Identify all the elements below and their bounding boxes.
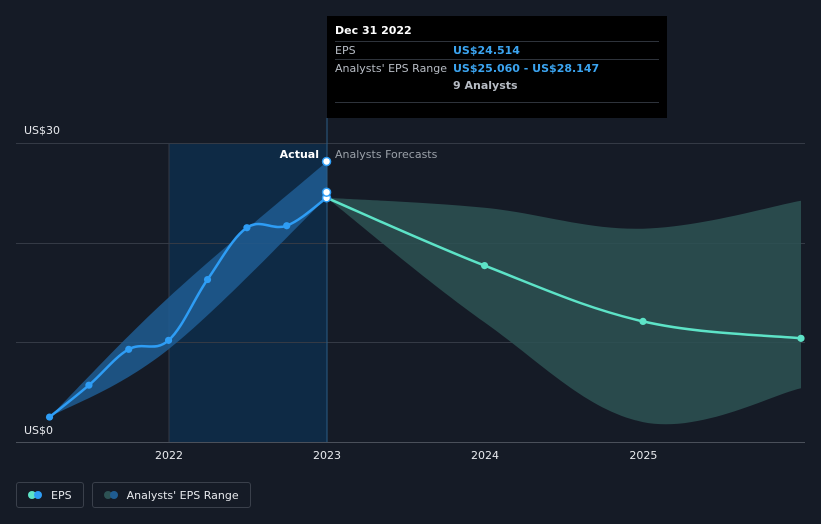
tooltip: Dec 31 2022 EPS US$24.514 Analysts' EPS … [327,16,667,118]
tooltip-eps-label: EPS [335,44,356,57]
legend: EPS Analysts' EPS Range [16,482,251,508]
tooltip-range-label: Analysts' EPS Range [335,62,448,75]
forecast-point [797,334,805,342]
forecast-eps-line [326,196,802,340]
eps-point [125,345,133,353]
actual-range-band [49,161,327,418]
tooltip-analysts-count: 9 Analysts [453,79,518,92]
forecast-range-band [326,197,801,425]
x-tick-2022: 2022 [155,449,183,462]
range-swatch-icon [103,490,120,500]
eps-point [164,336,173,344]
range-high-point [321,156,332,167]
forecast-label: Analysts Forecasts [335,148,438,161]
eps-line [48,196,328,419]
eps-swatch-dot-2 [34,491,42,499]
legend-item-eps[interactable]: EPS [16,482,84,508]
eps-point [203,275,212,284]
legend-eps-label: EPS [51,488,72,502]
y-axis-max-label: US$30 [24,124,60,137]
tooltip-spacer [335,77,453,94]
range-low-point [321,187,332,197]
y-axis-min-label: US$0 [24,424,53,437]
eps-swatch-dot-1 [28,491,36,499]
range-swatch-dot-2 [109,491,118,499]
tooltip-divider [335,102,659,103]
x-tick-2024: 2024 [471,449,499,462]
tooltip-date: Dec 31 2022 [335,24,412,37]
eps-point [243,224,251,232]
eps-point [85,381,93,389]
forecast-point [639,317,647,326]
legend-range-label: Analysts' EPS Range [126,488,239,502]
tooltip-eps-value: US$24.514 [453,44,520,57]
legend-item-range[interactable]: Analysts' EPS Range [91,482,251,508]
x-tick-2023: 2023 [313,449,341,462]
eps-swatch-icon [28,490,44,500]
tooltip-range-value: US$25.060 - US$28.147 [453,62,600,75]
forecast-point [480,261,489,270]
eps-point [283,222,291,230]
actual-label: Actual [280,148,319,161]
range-swatch-dot-1 [103,491,112,499]
eps-point [45,413,54,421]
x-tick-2025: 2025 [629,449,657,462]
